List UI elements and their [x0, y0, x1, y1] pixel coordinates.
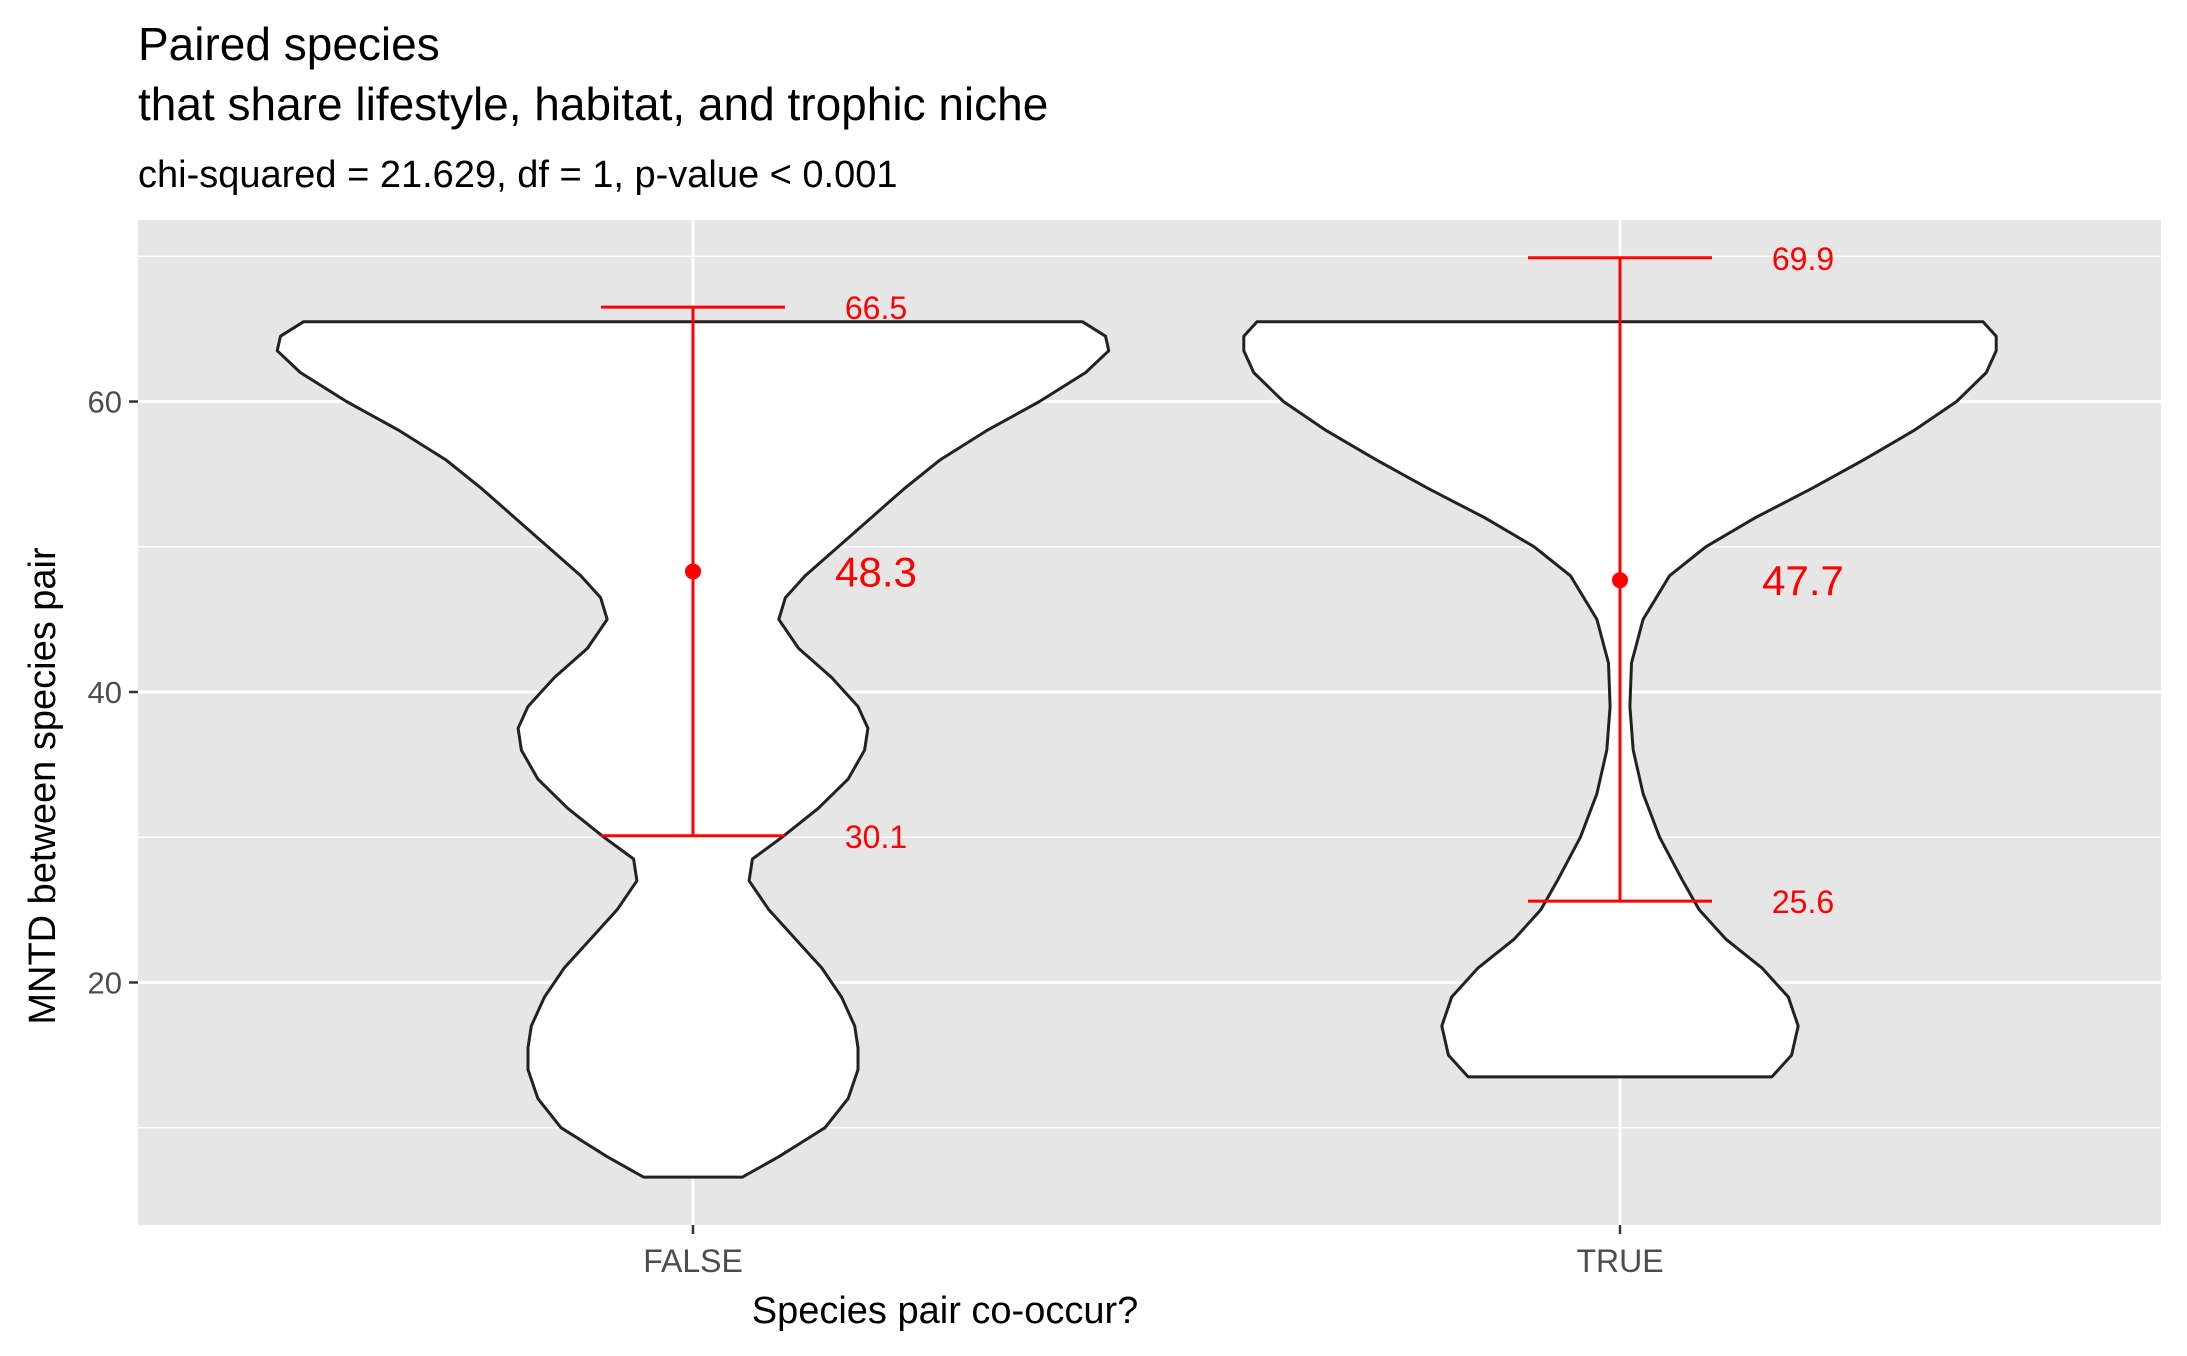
upper-value-label-true: 69.9 [1772, 241, 1834, 277]
x-tick-label: FALSE [643, 1243, 743, 1279]
mean-point-false [685, 563, 701, 580]
mean-value-label-true: 47.7 [1762, 557, 1844, 604]
y-tick-label: 20 [88, 965, 122, 1000]
lower-value-label-true: 25.6 [1772, 884, 1834, 920]
summary-marks: 66.5 30.1 48.3 69.9 25.6 47.7 [601, 241, 1844, 920]
y-tick-label: 60 [88, 385, 122, 420]
chart-title: Paired species [138, 18, 440, 70]
y-tick-label: 40 [88, 675, 122, 710]
x-tick-label: TRUE [1576, 1243, 1663, 1279]
upper-value-label-false: 66.5 [845, 290, 907, 326]
mean-value-label-false: 48.3 [835, 548, 917, 595]
lower-value-label-false: 30.1 [845, 819, 907, 855]
y-axis-label: MNTD between species pair [22, 547, 64, 1025]
chart-title-line2: that share lifestyle, habitat, and troph… [138, 78, 1048, 130]
chart-subtitle: chi-squared = 21.629, df = 1, p-value < … [138, 154, 897, 196]
axes: 20 40 60 FALSE TRUE [88, 385, 1664, 1279]
x-axis-label: Species pair co-occur? [752, 1290, 1139, 1332]
mean-point-true [1612, 572, 1628, 589]
